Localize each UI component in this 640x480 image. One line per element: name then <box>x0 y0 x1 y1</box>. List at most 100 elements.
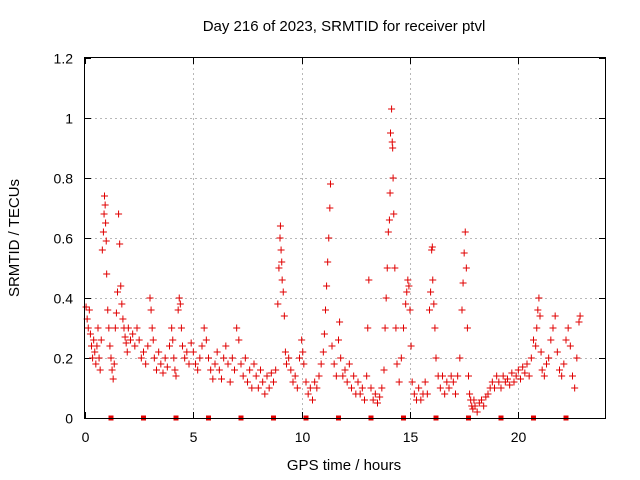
data-point <box>328 342 336 350</box>
data-point <box>104 306 112 314</box>
data-point <box>330 360 338 368</box>
data-point <box>187 339 195 347</box>
data-point <box>211 360 219 368</box>
x-tick-label: 10 <box>295 429 311 445</box>
data-point <box>384 228 392 236</box>
data-point <box>319 348 327 356</box>
data-point <box>265 384 273 392</box>
data-point <box>93 342 101 350</box>
data-point <box>231 366 238 374</box>
data-point <box>168 324 176 332</box>
data-point <box>497 384 505 392</box>
data-point <box>235 336 243 344</box>
data-point <box>341 366 349 374</box>
data-point <box>361 396 368 404</box>
data-point <box>332 372 340 380</box>
data-point <box>209 375 217 383</box>
data-point <box>432 354 440 362</box>
data-point <box>385 216 393 224</box>
data-point <box>495 378 503 386</box>
data-point <box>428 243 436 251</box>
data-point <box>426 306 433 314</box>
data-point <box>404 276 412 284</box>
data-point <box>157 360 165 368</box>
data-point <box>263 372 271 380</box>
data-point <box>527 354 535 362</box>
data-point <box>564 324 572 332</box>
data-point <box>207 366 215 374</box>
data-point <box>326 204 334 212</box>
data-point <box>276 234 284 242</box>
data-point <box>196 354 204 362</box>
data-point <box>417 396 425 404</box>
data-point <box>124 324 132 332</box>
data-point <box>302 378 310 386</box>
data-point <box>272 366 280 374</box>
x-tick-label: 15 <box>403 429 419 445</box>
data-point <box>270 378 277 386</box>
data-point <box>281 348 289 356</box>
data-point <box>169 336 177 344</box>
data-point <box>153 366 160 374</box>
data-point <box>241 354 249 362</box>
data-point <box>395 378 403 386</box>
data-point <box>491 384 498 392</box>
data-point <box>163 363 171 371</box>
data-point <box>119 315 127 323</box>
data-point <box>317 360 325 368</box>
data-point <box>403 288 411 296</box>
data-point <box>324 258 332 266</box>
data-point <box>218 375 225 383</box>
data-point <box>176 300 184 308</box>
x-tick-label: 5 <box>190 429 198 445</box>
data-point <box>374 399 381 407</box>
data-point <box>393 360 401 368</box>
data-point <box>150 354 158 362</box>
data-point <box>102 219 110 227</box>
data-point <box>220 354 228 362</box>
data-point <box>493 372 501 380</box>
data-point <box>569 372 576 380</box>
data-point <box>149 336 157 344</box>
y-tick-label: 0.6 <box>54 231 74 247</box>
data-point <box>562 336 570 344</box>
data-point <box>277 246 285 254</box>
data-point <box>226 378 234 386</box>
data-point <box>382 294 390 302</box>
data-point <box>545 354 553 362</box>
data-point <box>376 393 384 401</box>
data-point <box>142 360 150 368</box>
data-point <box>447 372 455 380</box>
data-point <box>161 354 169 362</box>
data-point <box>519 363 527 371</box>
data-point <box>322 306 329 314</box>
data-point <box>246 366 254 374</box>
data-point <box>309 396 316 404</box>
data-point <box>436 384 444 392</box>
chart-title: Day 216 of 2023, SRMTID for receiver ptv… <box>203 18 486 35</box>
data-point <box>296 354 303 362</box>
data-point <box>358 384 366 392</box>
data-point <box>254 384 262 392</box>
data-point <box>155 348 163 356</box>
data-point <box>278 258 286 266</box>
data-point <box>116 240 124 248</box>
data-point <box>183 348 191 356</box>
data-point <box>107 354 115 362</box>
data-point <box>530 336 537 344</box>
data-point <box>105 324 113 332</box>
data-point <box>445 384 453 392</box>
data-point <box>323 282 331 290</box>
data-point <box>452 390 459 398</box>
data-point <box>391 264 399 272</box>
data-point <box>343 378 351 386</box>
data-point <box>108 366 116 374</box>
data-point <box>89 354 97 362</box>
data-point <box>198 342 206 350</box>
data-point <box>135 336 143 344</box>
data-point <box>378 384 386 392</box>
data-point <box>431 324 439 332</box>
data-point <box>123 348 131 356</box>
data-point <box>364 324 372 332</box>
data-point <box>406 306 414 314</box>
